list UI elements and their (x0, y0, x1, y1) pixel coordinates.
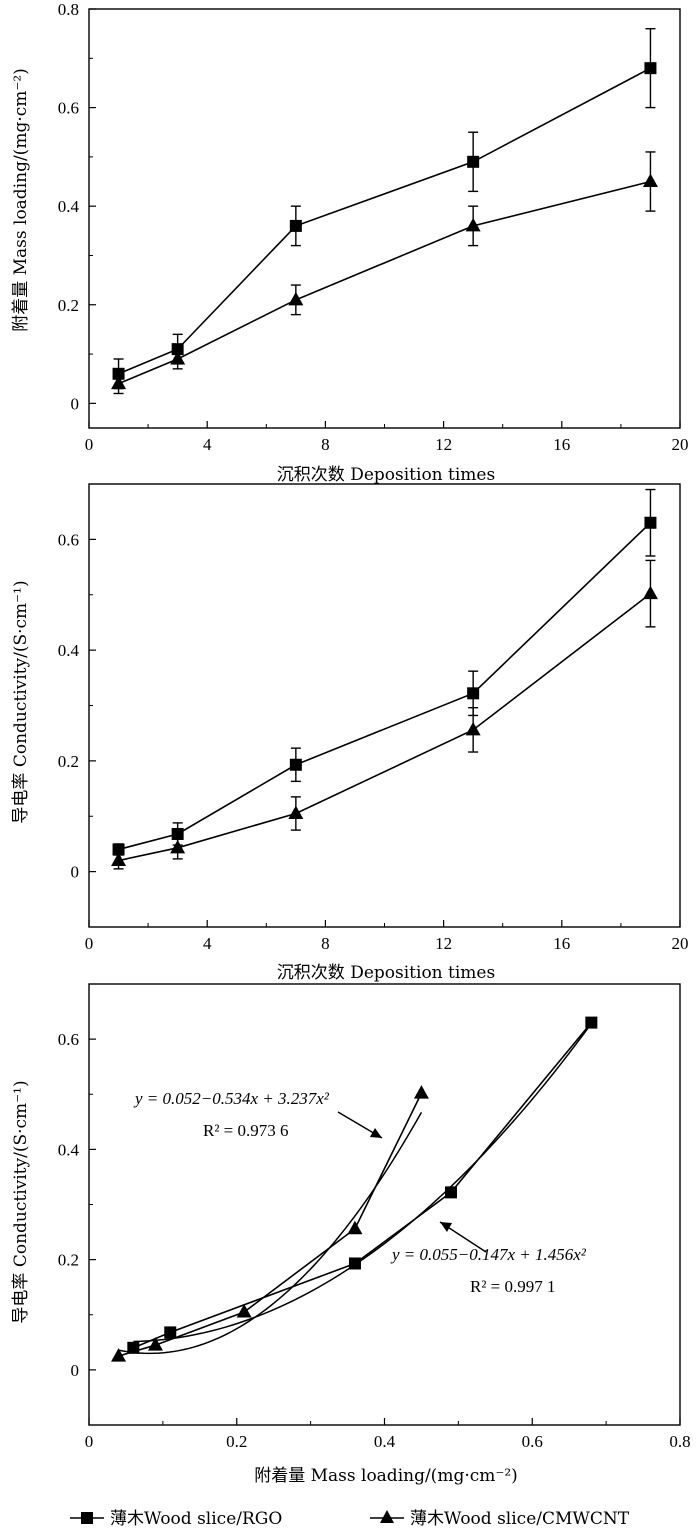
panel1-x-tick-label-5: 20 (672, 435, 689, 454)
panel2-cmwcnt-point-4 (642, 585, 658, 600)
panel3-cmwcnt-fit-curve (118, 1111, 423, 1355)
legend-cmwcnt-marker (380, 1510, 394, 1523)
panel3-rgo-fit-curve (133, 1023, 592, 1343)
legend-rgo-label: 薄木Wood slice/RGO (110, 1509, 282, 1529)
panel3-x-tick-label-1: 0.2 (226, 1432, 247, 1451)
panel1-y-tick-label-2: 0.4 (58, 197, 80, 216)
panel3-ylabel: 导电率 Conductivity/(S·cm⁻¹) (11, 1080, 31, 1323)
panel2-cmwcnt-point-1 (170, 839, 186, 854)
legend-item-cmwcnt: 薄木Wood slice/CMWCNT (370, 1509, 630, 1529)
panel1-rgo-point-3 (467, 155, 480, 168)
panel2-cmwcnt-point-3 (465, 721, 481, 736)
panel3-rgo-point-4 (585, 1016, 598, 1029)
panel3-cmwcnt-point-0 (111, 1348, 127, 1362)
panel2-x-tick-label-4: 16 (553, 934, 570, 953)
panel3-x-tick-label-0: 0 (85, 1432, 94, 1451)
panel3-y-tick-label-0: 0 (71, 1361, 80, 1380)
panel2-rgo-point-4 (644, 516, 657, 529)
panel3-x-tick-label-2: 0.4 (374, 1432, 396, 1451)
panel1-cmwcnt-point-3 (465, 217, 481, 232)
panel3-cmwcnt-point-1 (147, 1337, 163, 1351)
legend-cmwcnt-label: 薄木Wood slice/CMWCNT (410, 1509, 630, 1529)
panel1-x-tick-label-0: 0 (85, 435, 94, 454)
panel2-rgo-line (118, 522, 652, 851)
panel1-x-tick-label-4: 16 (553, 435, 570, 454)
panel1-cmwcnt-point-1 (170, 350, 186, 365)
panel3-xlabel: 附着量 Mass loading/(mg·cm⁻²) (254, 1466, 518, 1486)
panel2-rgo-point-3 (467, 687, 480, 700)
panel2-plot-frame (88, 483, 681, 928)
panel2-rgo-point-2 (289, 758, 302, 771)
panel3-cmwcnt-point-2 (236, 1303, 252, 1318)
panel1-rgo-line (118, 67, 651, 375)
panel1-x-tick-label-2: 8 (321, 435, 330, 454)
equation-rgo: y = 0.055−0.147x + 1.456x² (390, 1245, 587, 1264)
panel2-y-tick-label-3: 0.6 (58, 530, 79, 549)
r2-rgo: R² = 0.997 1 (470, 1277, 556, 1296)
panel3-y-tick-label-2: 0.4 (58, 1140, 80, 1159)
panel2-x-tick-label-1: 4 (203, 934, 212, 953)
arrow-rgo-head (440, 1222, 452, 1232)
panel2-cmwcnt-line (118, 593, 651, 862)
panel2-x-tick-label-0: 0 (85, 934, 94, 953)
panel1-rgo-point-2 (289, 219, 302, 232)
panel-conductivity-vs-deposition: 0 4 8 12 16 20 0 0.2 0.4 0.6 (58, 483, 689, 953)
panel2-x-tick-label-3: 12 (435, 934, 452, 953)
panel1-rgo-point-4 (644, 62, 657, 75)
panel3-cmwcnt-point-4 (413, 1085, 429, 1099)
panel1-cmwcnt-line (118, 180, 651, 385)
legend-item-rgo: 薄木Wood slice/RGO (70, 1509, 282, 1529)
panel-mass-loading-vs-deposition: 0 4 8 12 16 20 0 0.2 0.4 0.6 0.8 (58, 0, 689, 454)
panel3-rgo-point-3 (444, 1186, 457, 1199)
panel3-rgo-point-2 (348, 1257, 361, 1270)
annotation-arrows (337, 1111, 487, 1253)
panel2-ylabel: 导电率 Conductivity/(S·cm⁻¹) (11, 580, 31, 823)
panel-conductivity-vs-mass-loading: 0 0.2 0.4 0.6 0.8 0 0.2 0.4 0.6 (58, 983, 691, 1451)
panel3-cmwcnt-point-3 (347, 1220, 363, 1235)
panel1-x-tick-label-3: 12 (435, 435, 452, 454)
panel3-y-tick-label-1: 0.2 (58, 1251, 79, 1270)
panel2-xlabel: 沉积次数 Deposition times (277, 963, 495, 983)
r2-cmwcnt: R² = 0.973 6 (203, 1121, 289, 1140)
panel2-y-tick-label-1: 0.2 (58, 752, 79, 771)
panel1-y-tick-label-1: 0.2 (58, 296, 79, 315)
panel1-x-tick-label-1: 4 (203, 435, 212, 454)
panel1-ylabel: 附着量 Mass loading/(mg·cm⁻²) (11, 68, 31, 332)
panel3-rgo-point-1 (164, 1326, 177, 1339)
arrow-cmwcnt-head (370, 1128, 382, 1138)
panel1-cmwcnt-point-2 (288, 291, 304, 306)
equation-cmwcnt: y = 0.052−0.534x + 3.237x² (133, 1089, 330, 1108)
panel2-x-tick-label-2: 8 (321, 934, 330, 953)
legend: 薄木Wood slice/RGO 薄木Wood slice/CMWCNT (70, 1509, 630, 1529)
panel1-cmwcnt-point-0 (111, 375, 127, 390)
panel2-y-tick-label-2: 0.4 (58, 641, 80, 660)
panel1-y-tick-label-0: 0 (71, 394, 80, 413)
panel2-x-tick-label-5: 20 (672, 934, 689, 953)
panel2-cmwcnt-point-0 (111, 852, 127, 867)
panel2-y-tick-label-0: 0 (71, 863, 80, 882)
panel3-rgo-line (133, 1022, 592, 1349)
panel1-y-tick-label-4: 0.8 (58, 0, 79, 19)
legend-rgo-marker (81, 1512, 93, 1524)
panel3-plot-frame (88, 983, 681, 1426)
panel3-y-tick-label-3: 0.6 (58, 1030, 79, 1049)
panel3-x-tick-label-4: 0.8 (669, 1432, 690, 1451)
panel1-xlabel: 沉积次数 Deposition times (277, 465, 495, 485)
panel2-cmwcnt-point-2 (288, 805, 304, 819)
panel1-cmwcnt-point-4 (642, 173, 658, 188)
panel3-x-tick-label-3: 0.6 (522, 1432, 543, 1451)
panel1-y-tick-label-3: 0.6 (58, 99, 79, 118)
